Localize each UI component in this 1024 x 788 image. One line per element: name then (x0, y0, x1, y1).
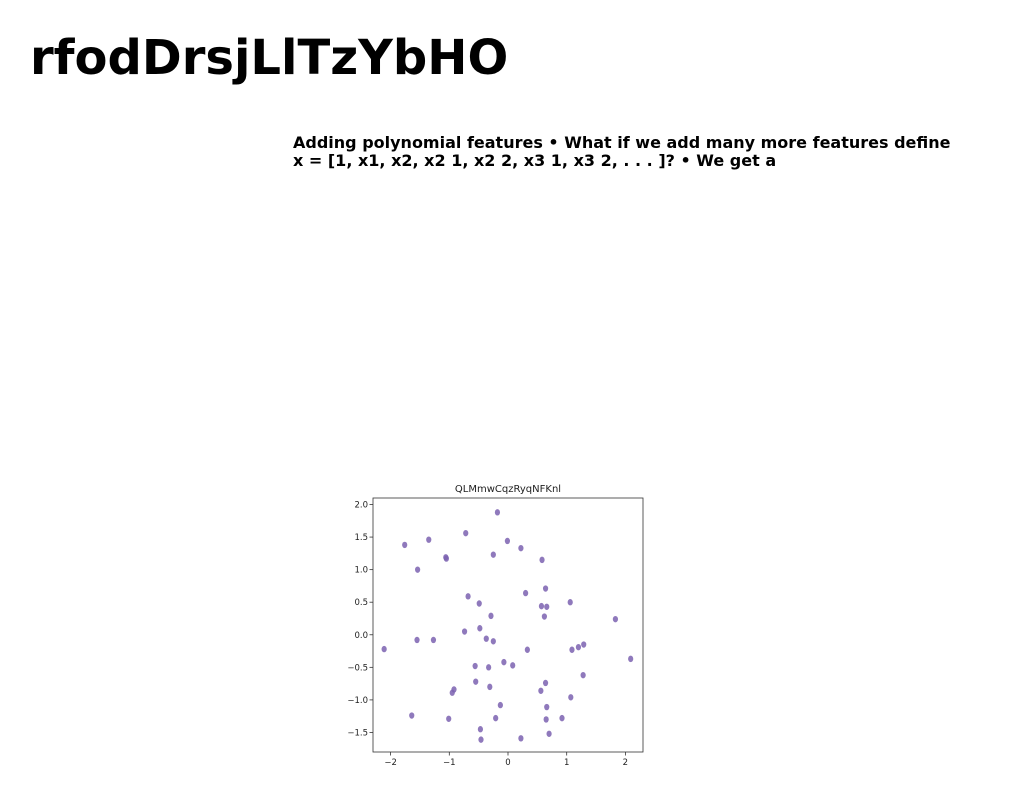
data-point (443, 555, 449, 562)
data-point (580, 671, 586, 679)
y-tick-label: 0.0 (354, 631, 368, 641)
scatter-figure: QLMmwCqzRyqNFKnl −2 −1 0 1 2 −1.5 −1.0 −0.5 0.0… (345, 478, 655, 778)
data-point (497, 701, 503, 709)
data-point (546, 730, 552, 737)
y-tick-label: 0.5 (354, 598, 368, 608)
data-point (518, 544, 524, 552)
data-point (414, 636, 420, 644)
data-point (490, 551, 496, 558)
data-point (504, 537, 511, 545)
x-tick-label: −1 (443, 758, 456, 768)
data-point (501, 658, 507, 666)
data-point (473, 678, 479, 685)
data-point (544, 603, 550, 610)
data-point (541, 613, 547, 620)
data-point (628, 655, 634, 663)
data-point (463, 529, 469, 537)
data-point (426, 536, 432, 543)
data-point (446, 715, 452, 722)
data-point (612, 615, 619, 623)
data-point (409, 712, 415, 719)
data-point (381, 645, 387, 653)
data-point (476, 600, 482, 607)
data-point (477, 625, 483, 632)
data-point (483, 635, 489, 642)
x-tick-label: 2 (623, 758, 628, 768)
y-tick-label: −0.5 (347, 663, 368, 673)
data-point (486, 664, 492, 671)
data-point (538, 687, 544, 694)
data-point (465, 593, 471, 600)
data-point (544, 703, 550, 711)
chart-title: QLMmwCqzRyqNFKnl (455, 484, 561, 495)
y-tick-label: 1.0 (354, 566, 368, 576)
x-tick-label: 0 (505, 758, 510, 768)
slide-title: rfodDrsjLlTzYbHO (30, 30, 509, 86)
data-point (575, 643, 582, 651)
data-point (559, 714, 565, 722)
data-point (461, 628, 468, 635)
data-point (494, 509, 501, 516)
data-point (487, 683, 493, 691)
y-tick-label: 1.5 (354, 533, 368, 543)
data-point (538, 602, 545, 610)
data-point (523, 589, 529, 597)
data-points (381, 509, 634, 743)
data-point (542, 585, 549, 592)
data-point (542, 679, 549, 687)
data-point (490, 638, 496, 645)
data-point (402, 541, 408, 549)
data-point (539, 556, 545, 564)
x-tick-label: −2 (384, 758, 397, 768)
x-tick-label: 1 (564, 758, 569, 768)
data-point (568, 694, 574, 701)
data-point (477, 726, 484, 733)
data-point (569, 646, 575, 653)
y-tick-label: −1.5 (347, 728, 368, 738)
data-point (478, 736, 484, 743)
data-point (472, 662, 478, 670)
data-point (543, 716, 549, 723)
data-point (524, 646, 530, 653)
data-point (518, 735, 524, 742)
data-point (581, 641, 587, 648)
y-axis: −1.5 −1.0 −0.5 0.0 0.5 1.0 1.5 2.0 (347, 501, 373, 738)
data-point (449, 689, 455, 696)
data-point (488, 612, 494, 620)
y-tick-label: −1.0 (347, 696, 368, 706)
y-tick-label: 2.0 (354, 501, 368, 511)
slide-body-text: Adding polynomial features • What if we … (293, 133, 951, 170)
data-point (567, 599, 573, 606)
data-point (430, 636, 437, 644)
scatter-chart: QLMmwCqzRyqNFKnl −2 −1 0 1 2 −1.5 −1.0 −0.5 0.0… (347, 484, 644, 768)
data-point (510, 662, 516, 669)
data-point (493, 714, 499, 722)
data-point (415, 566, 421, 573)
x-axis: −2 −1 0 1 2 (384, 752, 628, 768)
